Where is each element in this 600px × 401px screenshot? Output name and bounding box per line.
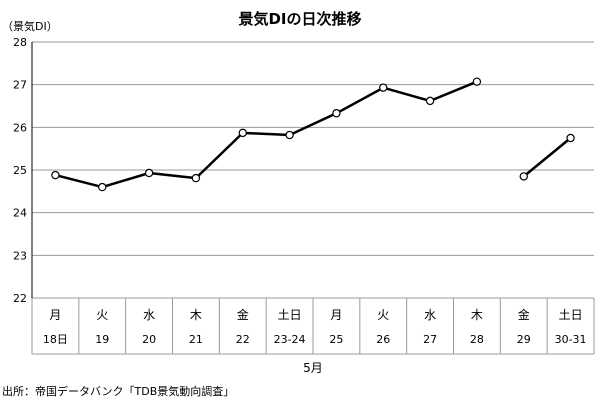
data-point <box>332 109 341 118</box>
series-path <box>55 80 478 189</box>
y-tick-label: 23 <box>13 249 27 262</box>
y-tick-label: 27 <box>13 79 27 92</box>
y-tick-label: 26 <box>13 121 27 134</box>
source-note: 出所：帝国データバンク「TDB景気動向調査」 <box>2 384 234 398</box>
x-tick-weekday: 火 <box>96 308 108 322</box>
month-label: 5月 <box>303 361 323 375</box>
data-point <box>144 168 154 178</box>
x-tick-date: 27 <box>423 333 437 346</box>
data-point <box>191 173 201 183</box>
gridlines <box>31 41 594 299</box>
x-tick-weekday: 木 <box>471 308 483 322</box>
x-axis-category-table: 月 18日 火 19 水 20 木 21 金 22 土日 23-24 月 25 火 26 水 27 木 28 金 29 土日… <box>31 298 595 355</box>
x-tick-weekday: 土日 <box>278 308 302 322</box>
data-point <box>238 128 247 138</box>
x-tick-weekday: 月 <box>49 308 61 322</box>
data-point <box>285 130 294 140</box>
data-point <box>472 77 482 86</box>
x-tick-date: 26 <box>376 333 390 346</box>
x-tick-date: 21 <box>189 333 203 346</box>
x-tick-date: 25 <box>329 333 343 346</box>
x-tick-date: 20 <box>142 333 156 346</box>
x-tick-weekday: 火 <box>377 308 389 322</box>
chart-title: 景気DIの日次推移 <box>238 10 361 28</box>
y-tick-labels: 22 23 24 25 26 27 28 <box>13 36 27 305</box>
x-tick-date: 18日 <box>43 333 68 346</box>
x-tick-date: 19 <box>95 333 109 346</box>
series-path <box>523 137 572 178</box>
y-tick-label: 28 <box>13 36 27 49</box>
x-tick-weekday: 木 <box>190 308 202 322</box>
y-tick-label: 22 <box>13 292 27 305</box>
x-tick-weekday: 金 <box>237 307 249 322</box>
x-tick-date: 30-31 <box>555 333 587 346</box>
series-line <box>51 77 575 192</box>
x-tick-date: 23-24 <box>274 333 306 346</box>
y-tick-label: 24 <box>13 207 27 220</box>
y-axis-label: （景気DI） <box>2 19 58 33</box>
data-point <box>566 133 575 143</box>
data-point <box>519 172 528 181</box>
x-tick-date: 29 <box>517 333 531 346</box>
y-tick-label: 25 <box>13 164 27 177</box>
x-tick-weekday: 土日 <box>559 308 583 322</box>
data-point <box>425 96 435 106</box>
data-point <box>98 182 107 192</box>
data-point <box>51 170 60 180</box>
x-tick-weekday: 金 <box>518 307 530 322</box>
x-tick-date: 22 <box>236 333 250 346</box>
data-point <box>379 83 388 92</box>
x-tick-weekday: 水 <box>424 308 436 322</box>
x-tick-weekday: 月 <box>330 308 342 322</box>
x-tick-date: 28 <box>470 333 484 346</box>
x-tick-weekday: 水 <box>143 308 155 322</box>
